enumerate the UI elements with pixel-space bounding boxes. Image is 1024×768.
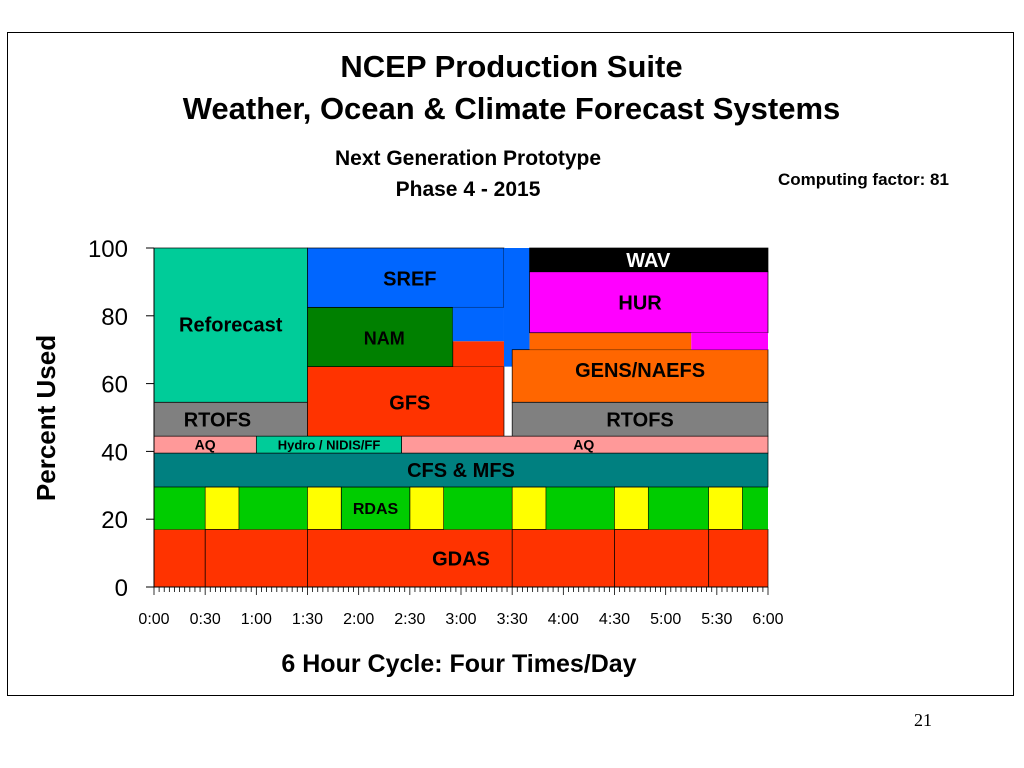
chart-title: NCEP Production Suite (340, 49, 683, 84)
slide-frame: NCEP Production Suite Weather, Ocean & C… (7, 32, 1014, 696)
block-SREF-right (503, 248, 530, 367)
y-tick-label: 20 (101, 507, 128, 534)
rdas-cell-border (614, 486, 649, 530)
block-HUR (529, 271, 769, 334)
block-RDAS-yellow-1 (205, 486, 239, 530)
block-RTOFS-right (511, 401, 769, 437)
x-tick-label: 6:00 (752, 611, 783, 628)
rdas-cell-border (708, 486, 743, 530)
block-SREF-side (452, 307, 504, 342)
chart-subtitle: Next Generation Prototype (334, 147, 602, 170)
block-Reforecast (153, 247, 308, 403)
block-label-Reforecast: Reforecast (179, 314, 283, 336)
x-tick-label: 3:00 (445, 611, 476, 628)
block-label-GFS: GFS (389, 392, 430, 414)
block-GDAS (153, 529, 769, 588)
block-GENS-NAEFS (511, 349, 769, 403)
block-label-RTOFS-left: RTOFS (184, 409, 251, 431)
x-tick-label: 2:30 (394, 611, 425, 628)
stacked-usage-chart: GDAS RDAS CFS & MFS AQ Hydro / NIDIS/FF AQ RTO… (31, 236, 784, 678)
block-RDAS-yellow-3 (409, 486, 444, 530)
block-label-HUR: HUR (618, 292, 662, 314)
y-tick-label: 40 (101, 439, 128, 466)
block-WAV (529, 247, 769, 273)
x-tick-label: 4:30 (599, 611, 630, 628)
x-tick-label: 5:30 (701, 611, 732, 628)
block-GENS-NAEFS-upper (529, 332, 692, 350)
y-tick-label: 100 (88, 236, 128, 263)
page-number: 21 (914, 710, 932, 730)
block-label-AQ-right: AQ (573, 437, 594, 453)
computing-factor-label: Computing factor: 81 (778, 170, 949, 189)
rdas-cell-border (204, 486, 240, 530)
x-tick-label: 0:30 (190, 611, 221, 628)
x-tick-label: 5:00 (650, 611, 681, 628)
block-label-GDAS: GDAS (432, 548, 490, 570)
block-RDAS-green (154, 486, 768, 530)
block-RDAS-yellow-6 (708, 486, 743, 530)
x-tick-label: 0:00 (138, 611, 169, 628)
y-tick-label: 60 (101, 372, 128, 399)
chart-subtitle-line2: Phase 4 - 2015 (395, 178, 541, 201)
axis-layer: 0 20 40 60 80 100 0:00 0:30 1:00 1:30 2:00 2:30 3:00… (88, 236, 784, 628)
rdas-cell-border (307, 486, 342, 530)
x-tick-label: 4:00 (548, 611, 579, 628)
block-label-GENS-NAEFS: GENS/NAEFS (575, 360, 705, 382)
block-label-Hydro-NIDIS-FF: Hydro / NIDIS/FF (278, 437, 381, 452)
block-label-SREF: SREF (383, 269, 436, 291)
block-GFS-top (452, 341, 504, 367)
block-RDAS-yellow-2 (307, 486, 342, 530)
block-RTOFS-left (153, 401, 308, 437)
block-RDAS-yellow-5 (614, 486, 649, 530)
rdas-cell-border (409, 486, 444, 530)
x-tick-label: 3:30 (497, 611, 528, 628)
block-label-RTOFS-right: RTOFS (606, 409, 673, 431)
block-RDAS-label (340, 486, 411, 530)
block-label-RDAS-label: RDAS (353, 501, 399, 518)
blocks-layer: GDAS RDAS CFS & MFS AQ Hydro / NIDIS/FF AQ RTO… (153, 247, 769, 588)
x-tick-label: 2:00 (343, 611, 374, 628)
x-axis-label: 6 Hour Cycle: Four Times/Day (281, 650, 636, 678)
block-label-AQ-left: AQ (195, 437, 216, 453)
block-CFS-MFS (153, 452, 769, 488)
rdas-cell-border (511, 486, 547, 530)
block-GFS (307, 366, 505, 437)
y-axis-label: Percent Used (31, 335, 61, 501)
y-tick-label: 80 (101, 304, 128, 331)
block-SREF (307, 247, 505, 308)
block-label-WAV: WAV (626, 250, 671, 272)
x-tick-label: 1:30 (292, 611, 323, 628)
block-HUR-lower (691, 332, 768, 350)
block-label-CFS-MFS: CFS & MFS (407, 460, 515, 482)
y-tick-label: 0 (115, 575, 128, 602)
block-label-NAM: NAM (364, 328, 405, 348)
chart-title-line2: Weather, Ocean & Climate Forecast System… (182, 91, 841, 126)
block-RDAS-yellow-4 (512, 486, 546, 530)
x-tick-label: 1:00 (241, 611, 272, 628)
